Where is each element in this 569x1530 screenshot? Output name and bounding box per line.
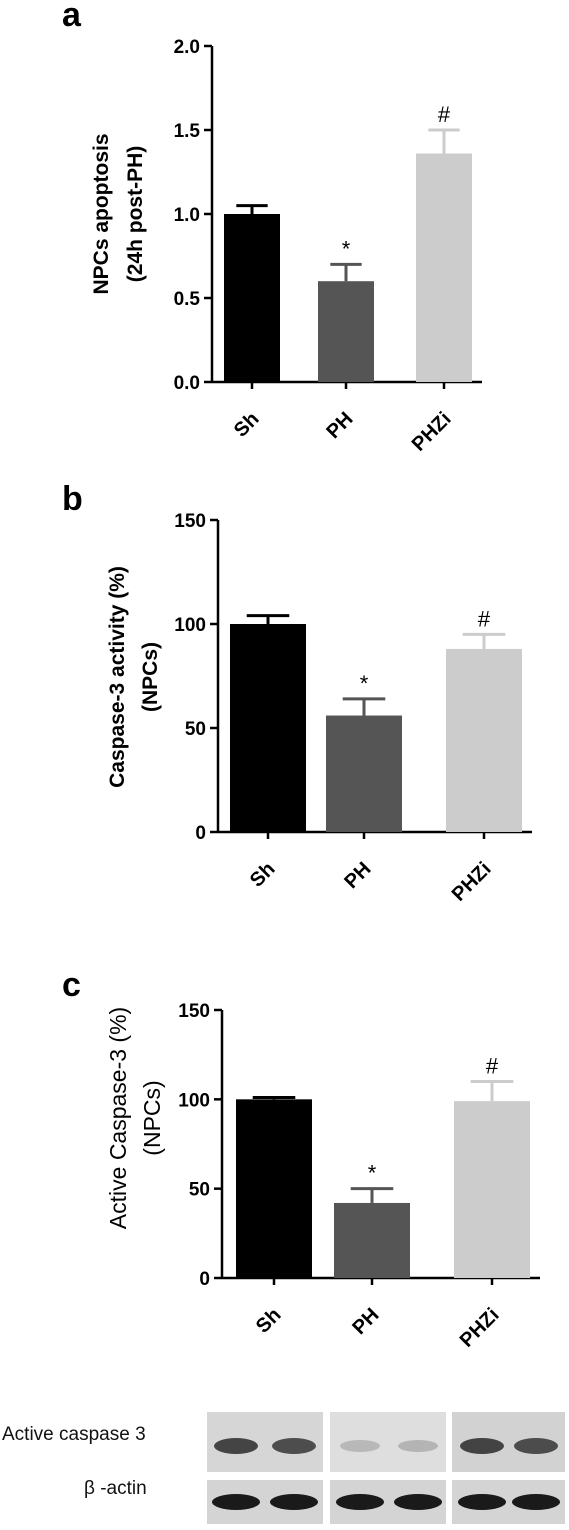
panel-a-bar-PHZi <box>416 153 472 382</box>
panel-b-y-tick-label: 100 <box>174 615 206 636</box>
blot-label-actin: β -actin <box>84 1478 147 1499</box>
panel-b-significance-mark: * <box>360 671 369 696</box>
panel-b-bar-PHZi <box>446 648 522 832</box>
panel-c-bar-PHZi <box>454 1101 530 1278</box>
panel-c-bar-PH <box>334 1202 410 1278</box>
panel-b-y-tick-label: 50 <box>185 719 206 740</box>
panel-b-y-tick-label: 0 <box>195 823 206 844</box>
panel-c-y-tick-label: 150 <box>178 1001 210 1022</box>
panel-a-ylabel-line2: (24h post-PH) <box>124 146 147 283</box>
panel-c-significance-mark: * <box>368 1161 377 1186</box>
blot-band <box>336 1494 384 1510</box>
panel-a-ylabel-line1: NPCs apoptosis <box>90 133 113 294</box>
panel-b-y-tick-label: 150 <box>174 511 206 532</box>
panel-a-bar-Sh <box>224 214 280 382</box>
panel-c-y-tick-label: 50 <box>189 1180 210 1201</box>
panel-c-y-tick-label: 0 <box>199 1269 210 1290</box>
panel-a-y-tick-label: 2.0 <box>174 37 200 58</box>
blot-band <box>394 1494 442 1510</box>
blot-band <box>458 1494 506 1510</box>
blot-band <box>340 1440 380 1452</box>
panel-b-ylabel-line2: (NPCs) <box>139 642 162 712</box>
panel-a-bar-PH <box>318 281 374 382</box>
panel-c-y-tick-label: 100 <box>178 1090 210 1111</box>
blot-band <box>214 1438 258 1454</box>
blot-band <box>512 1494 560 1510</box>
blot-band <box>460 1438 504 1454</box>
blot-band <box>212 1494 260 1510</box>
blot-band <box>398 1440 438 1452</box>
panel-b-bar-PH <box>326 715 402 832</box>
panel-c-significance-mark: # <box>486 1053 499 1078</box>
panel-c-bar-Sh <box>236 1099 312 1278</box>
panel-c-chart: c Active Caspase-3 (%) (NPCs) 050100150S… <box>62 966 540 1352</box>
blot-band <box>272 1438 316 1454</box>
blot-label-caspase: Active caspase 3 <box>2 1424 146 1445</box>
panel-a-y-tick-label: 0.0 <box>174 373 200 394</box>
panel-b-bar-Sh <box>230 624 306 832</box>
panel-a-significance-mark: # <box>438 102 451 127</box>
panel-a-y-tick-label: 1.0 <box>174 205 200 226</box>
panel-a-letter: a <box>62 0 82 34</box>
panel-c-ylabel-line1: Active Caspase-3 (%) <box>105 1007 131 1229</box>
panel-a-significance-mark: * <box>342 236 351 261</box>
panel-b-ylabel-line1: Caspase-3 activity (%) <box>106 566 129 788</box>
panel-c-ylabel-line2: (NPCs) <box>139 1080 165 1155</box>
panel-c-letter: c <box>62 966 81 1004</box>
western-blot: Active caspase 3 β -actin <box>2 1412 565 1524</box>
panel-a-y-tick-label: 0.5 <box>174 289 201 310</box>
panel-b-letter: b <box>62 480 83 518</box>
blot-band <box>270 1494 318 1510</box>
blot-band <box>514 1438 558 1454</box>
panel-a-y-tick-label: 1.5 <box>174 121 201 142</box>
panel-b-significance-mark: # <box>478 606 491 631</box>
